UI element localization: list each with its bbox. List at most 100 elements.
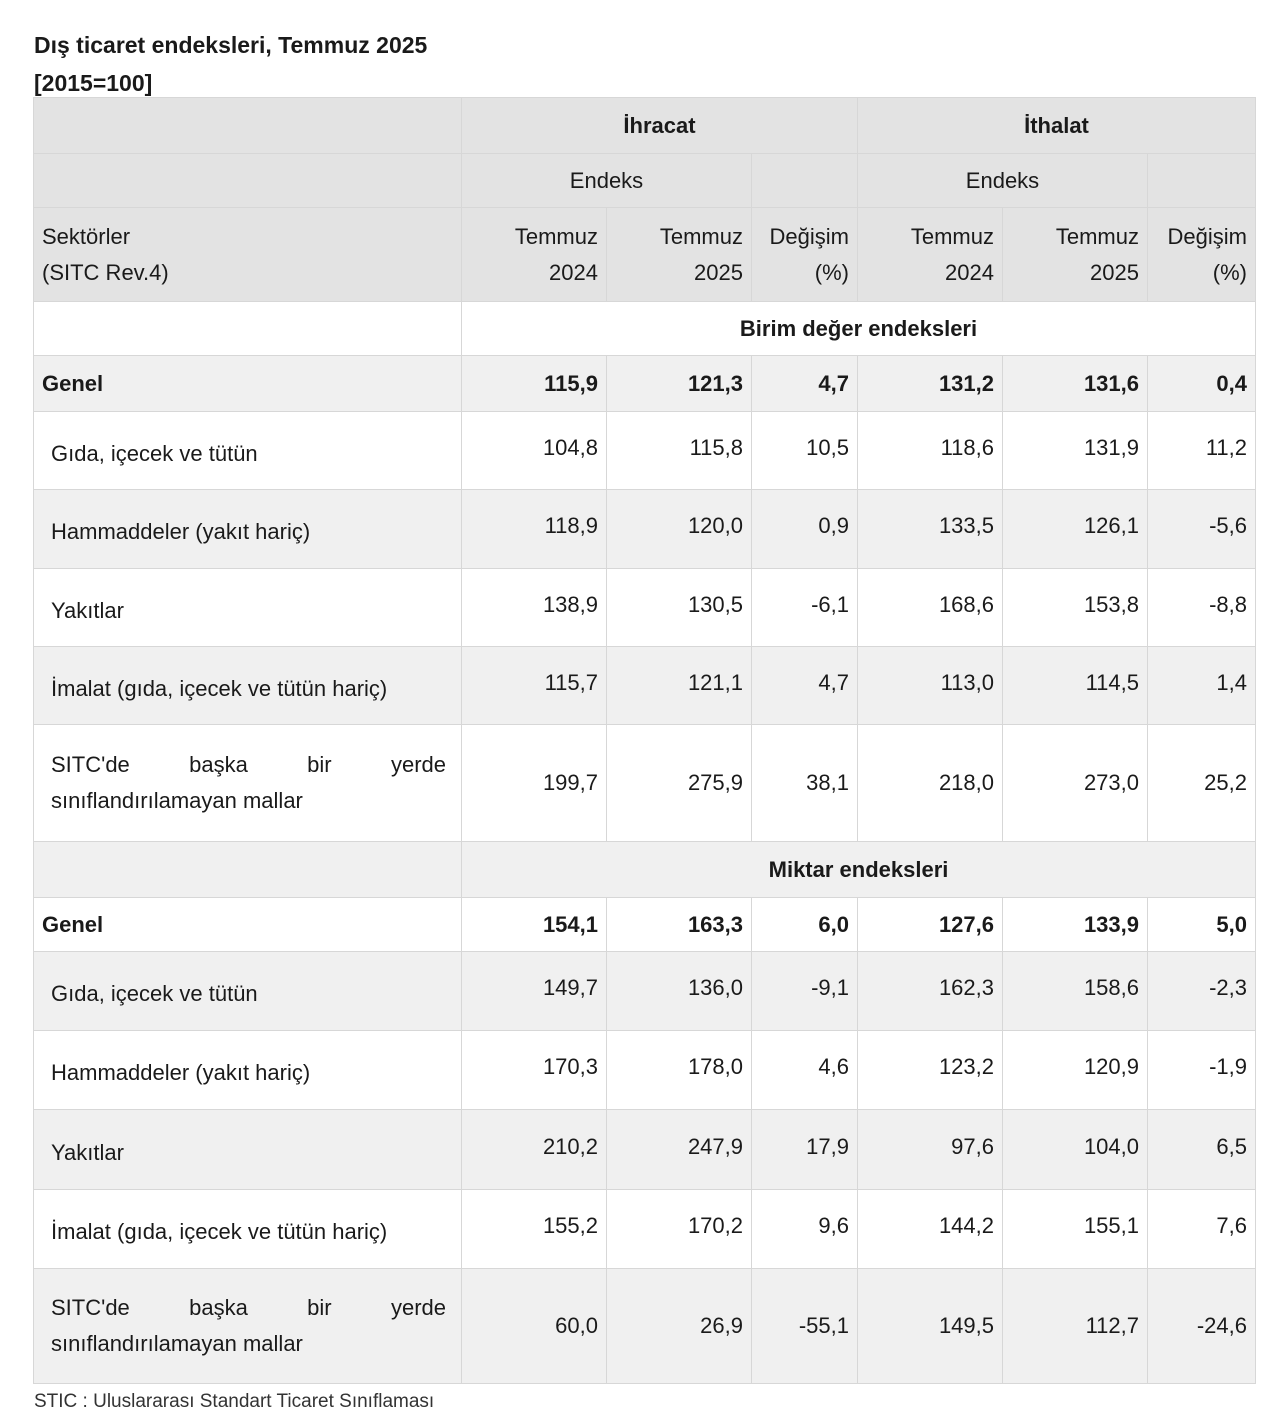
value-cell: 9,6 <box>751 1189 858 1269</box>
value-cell: 104,8 <box>461 411 607 490</box>
value-cell: 6,5 <box>1147 1109 1256 1190</box>
table-row: Hammaddeler (yakıt hariç) 118,9 120,0 0,9 13… <box>33 489 1256 569</box>
header-month: Temmuz <box>659 223 743 249</box>
header-imports: İthalat <box>857 97 1256 154</box>
section-heading-empty <box>33 301 462 356</box>
value-cell: 10,5 <box>751 411 858 490</box>
value-cell: 114,5 <box>1002 646 1148 725</box>
header-imports-change: Değişim (%) <box>1147 207 1256 302</box>
header-change: Değişim <box>769 223 849 249</box>
value-cell: 127,6 <box>857 897 1003 952</box>
value-cell: -24,6 <box>1147 1268 1256 1384</box>
value-cell: 133,5 <box>857 489 1003 569</box>
table-row: Yakıtlar 210,2 247,9 17,9 97,6 104,0 6,5 <box>33 1109 1256 1190</box>
value-cell: 126,1 <box>1002 489 1148 569</box>
header-empty-cell <box>751 153 858 208</box>
value-cell: 115,8 <box>606 411 752 490</box>
footnote: STIC : Uluslararası Standart Ticaret Sın… <box>34 1391 435 1412</box>
row-label-line1: SITC'de başka bir yerde <box>51 747 446 783</box>
header-imports-index: Endeks <box>857 153 1148 208</box>
row-label-word: yerde <box>390 1295 446 1320</box>
header-sectors: Sektörler (SITC Rev.4) <box>33 207 462 302</box>
total-row: Genel 115,9 121,3 4,7 131,2 131,6 0,4 <box>33 355 1256 412</box>
row-label: Hammaddeler (yakıt hariç) <box>33 489 462 569</box>
row-label-word: bir <box>307 1295 332 1320</box>
value-cell: 133,9 <box>1002 897 1148 952</box>
value-cell: 97,6 <box>857 1109 1003 1190</box>
value-cell: 170,3 <box>461 1030 607 1110</box>
header-year: 2025 <box>694 259 743 285</box>
value-cell: 123,2 <box>857 1030 1003 1110</box>
value-cell: 158,6 <box>1002 951 1148 1031</box>
section-heading-row: Miktar endeksleri <box>33 841 1256 898</box>
value-cell: 210,2 <box>461 1109 607 1190</box>
header-exports-2025: Temmuz 2025 <box>606 207 752 302</box>
value-cell: 120,9 <box>1002 1030 1148 1110</box>
value-cell: -9,1 <box>751 951 858 1031</box>
value-cell: 115,7 <box>461 646 607 725</box>
value-cell: 149,5 <box>857 1268 1003 1384</box>
value-cell: 6,0 <box>751 897 858 952</box>
value-cell: 118,6 <box>857 411 1003 490</box>
value-cell: 4,6 <box>751 1030 858 1110</box>
value-cell: 60,0 <box>461 1268 607 1384</box>
value-cell: 138,9 <box>461 568 607 647</box>
header-sectors-line2: (SITC Rev.4) <box>42 259 169 285</box>
table-row: Gıda, içecek ve tütün 104,8 115,8 10,5 118,6… <box>33 411 1256 490</box>
value-cell: 154,1 <box>461 897 607 952</box>
header-exports-change: Değişim (%) <box>751 207 858 302</box>
row-label-word: bir <box>307 752 332 777</box>
row-label-line2: sınıflandırılamayan mallar <box>51 788 303 813</box>
header-empty-cell <box>33 153 462 208</box>
value-cell: -8,8 <box>1147 568 1256 647</box>
value-cell: 131,6 <box>1002 355 1148 412</box>
value-cell: 199,7 <box>461 724 607 842</box>
header-row-groups: İhracat İthalat <box>33 97 1256 154</box>
trade-index-table: İhracat İthalat Endeks Endeks Sektörler … <box>33 97 1256 1384</box>
value-cell: 131,2 <box>857 355 1003 412</box>
table-body: Birim değer endeksleri Genel 115,9 121,3 4,7… <box>33 301 1256 1384</box>
table-row: Yakıtlar 138,9 130,5 -6,1 168,6 153,8 -8,8 <box>33 568 1256 647</box>
value-cell: 275,9 <box>606 724 752 842</box>
header-imports-2025: Temmuz 2025 <box>1002 207 1148 302</box>
value-cell: -6,1 <box>751 568 858 647</box>
section-heading: Birim değer endeksleri <box>461 301 1256 356</box>
value-cell: 118,9 <box>461 489 607 569</box>
value-cell: 4,7 <box>751 355 858 412</box>
value-cell: -55,1 <box>751 1268 858 1384</box>
table-subtitle: [2015=100] <box>34 70 153 96</box>
row-label-line2: sınıflandırılamayan mallar <box>51 1331 303 1356</box>
value-cell: -5,6 <box>1147 489 1256 569</box>
value-cell: 168,6 <box>857 568 1003 647</box>
header-exports-2024: Temmuz 2024 <box>461 207 607 302</box>
value-cell: 136,0 <box>606 951 752 1031</box>
header-row-index: Endeks Endeks <box>33 153 1256 208</box>
row-label-word: SITC'de <box>51 752 130 777</box>
value-cell: 25,2 <box>1147 724 1256 842</box>
value-cell: -1,9 <box>1147 1030 1256 1110</box>
value-cell: 144,2 <box>857 1189 1003 1269</box>
value-cell: 104,0 <box>1002 1109 1148 1190</box>
header-imports-2024: Temmuz 2024 <box>857 207 1003 302</box>
row-label: Genel <box>33 355 462 412</box>
section-heading-row: Birim değer endeksleri <box>33 301 1256 356</box>
header-year: 2024 <box>945 259 994 285</box>
header-percent: (%) <box>1212 259 1247 285</box>
section-heading-empty <box>33 841 462 898</box>
header-row-columns: Sektörler (SITC Rev.4) Temmuz 2024 Temmu… <box>33 207 1256 302</box>
value-cell: 113,0 <box>857 646 1003 725</box>
row-label-word: başka <box>189 1295 248 1320</box>
header-empty-cell <box>1147 153 1256 208</box>
value-cell: 155,2 <box>461 1189 607 1269</box>
value-cell: 153,8 <box>1002 568 1148 647</box>
value-cell: 112,7 <box>1002 1268 1148 1384</box>
row-label: Hammaddeler (yakıt hariç) <box>33 1030 462 1110</box>
value-cell: 121,1 <box>606 646 752 725</box>
value-cell: 38,1 <box>751 724 858 842</box>
table-row: İmalat (gıda, içecek ve tütün hariç) 155,… <box>33 1189 1256 1269</box>
value-cell: 1,4 <box>1147 646 1256 725</box>
row-label: Genel <box>33 897 462 952</box>
row-label: Gıda, içecek ve tütün <box>33 411 462 490</box>
table-row: İmalat (gıda, içecek ve tütün hariç) 115,… <box>33 646 1256 725</box>
header-exports: İhracat <box>461 97 858 154</box>
